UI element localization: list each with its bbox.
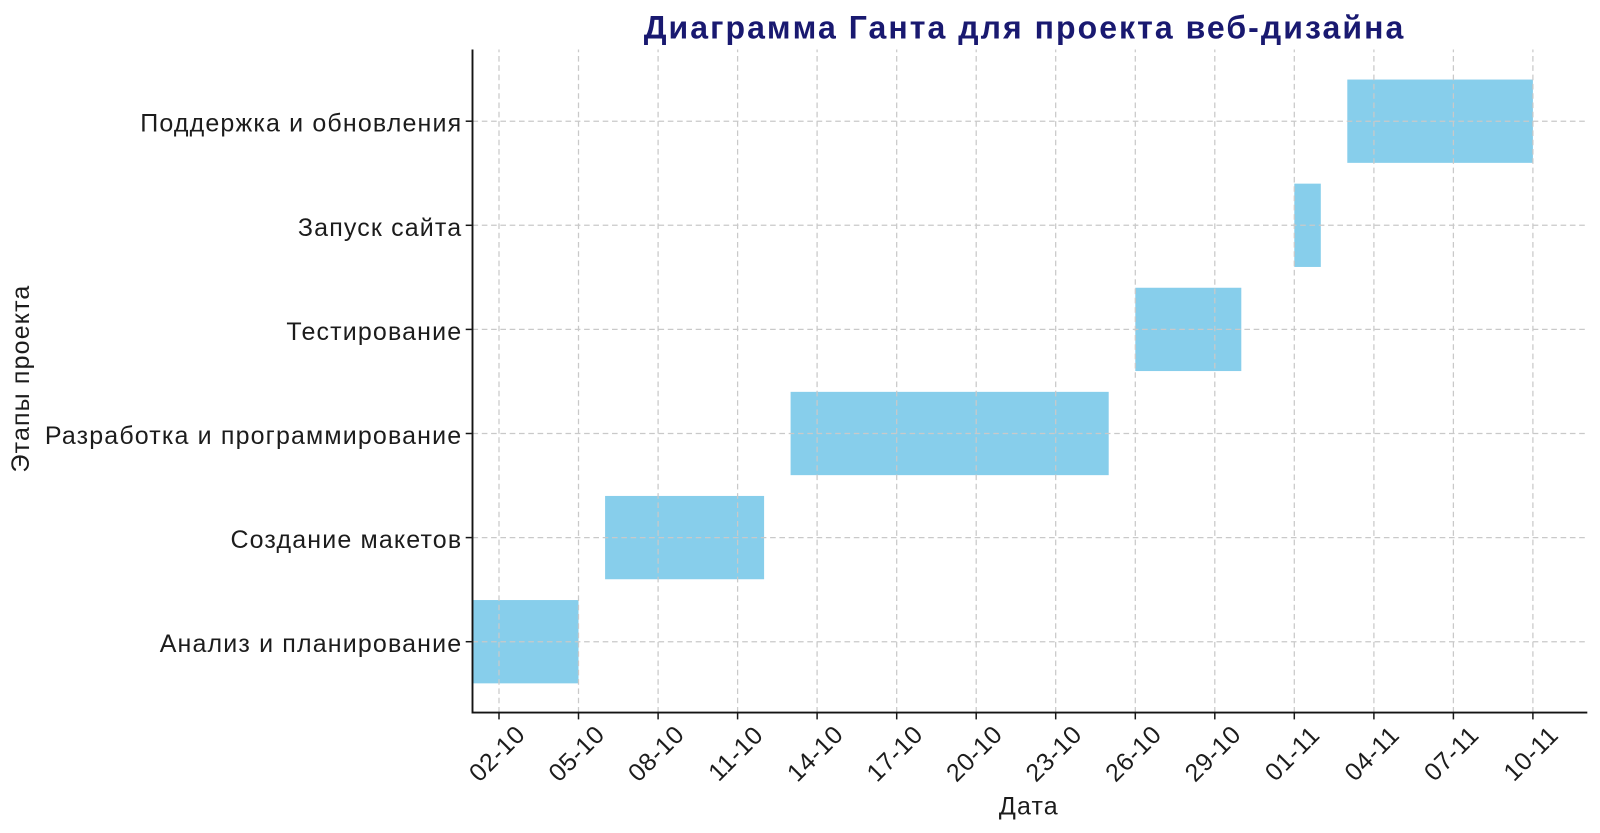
svg-text:11-10: 11-10 bbox=[703, 721, 769, 787]
svg-text:Диаграмма Ганта для проекта ве: Диаграмма Ганта для проекта веб-дизайна bbox=[644, 10, 1406, 46]
svg-text:Запуск сайта: Запуск сайта bbox=[298, 214, 462, 242]
svg-text:Создание макетов: Создание макетов bbox=[230, 526, 462, 554]
svg-text:26-10: 26-10 bbox=[1100, 720, 1167, 787]
svg-text:14-10: 14-10 bbox=[782, 720, 849, 787]
svg-text:Поддержка и обновления: Поддержка и обновления bbox=[140, 110, 462, 138]
svg-text:Анализ и планирование: Анализ и планирование bbox=[160, 630, 463, 658]
svg-text:Этапы проекта: Этапы проекта bbox=[7, 285, 35, 473]
svg-text:Тестирование: Тестирование bbox=[286, 318, 462, 346]
svg-text:23-10: 23-10 bbox=[1020, 720, 1087, 787]
svg-text:02-10: 02-10 bbox=[464, 720, 531, 787]
svg-text:10-11: 10-11 bbox=[1498, 721, 1564, 787]
svg-text:08-10: 08-10 bbox=[623, 720, 690, 787]
svg-text:Дата: Дата bbox=[999, 793, 1059, 821]
svg-text:17-10: 17-10 bbox=[861, 720, 928, 787]
svg-text:01-11: 01-11 bbox=[1260, 721, 1326, 787]
svg-text:05-10: 05-10 bbox=[543, 720, 610, 787]
svg-text:Разработка и программирование: Разработка и программирование bbox=[45, 422, 462, 450]
svg-text:07-11: 07-11 bbox=[1419, 721, 1485, 787]
svg-text:04-11: 04-11 bbox=[1339, 721, 1405, 787]
svg-text:29-10: 29-10 bbox=[1180, 720, 1247, 787]
svg-text:20-10: 20-10 bbox=[941, 720, 1008, 787]
